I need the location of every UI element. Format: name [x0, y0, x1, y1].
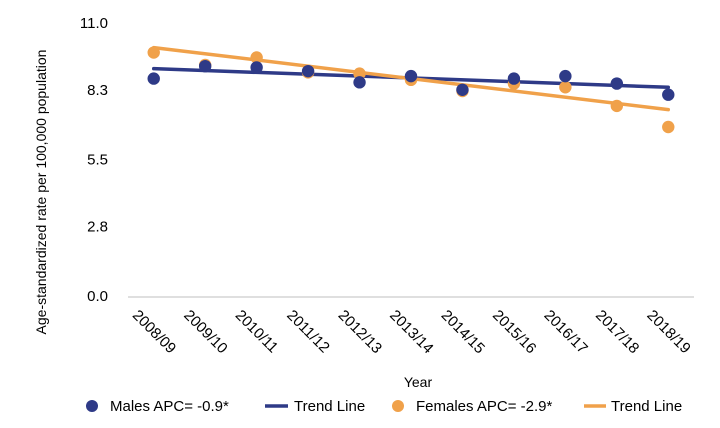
x-tick-label: 2016/17	[541, 307, 591, 357]
x-tick-label: 2014/15	[438, 307, 488, 357]
females-point	[353, 67, 366, 80]
y-axis-title: Age-standardized rate per 100,000 popula…	[33, 50, 49, 335]
females-point	[250, 51, 263, 64]
y-tick-label: 2.8	[87, 218, 108, 235]
legend-males-marker	[86, 400, 98, 412]
males-point	[147, 72, 160, 85]
males-point	[456, 83, 469, 96]
y-tick-label: 11.0	[80, 15, 108, 32]
legend: Males APC= -0.9* Trend Line Females APC= -…	[86, 398, 682, 415]
males-point	[353, 76, 366, 89]
data-points	[147, 46, 675, 134]
y-tick-label: 8.3	[87, 82, 108, 99]
x-tick-label: 2017/18	[592, 307, 642, 357]
x-tick-label: 2012/13	[335, 307, 385, 357]
males-point	[198, 59, 212, 73]
y-tick-label: 0.0	[87, 288, 108, 305]
males-point	[250, 61, 263, 74]
x-tick-label: 2018/19	[643, 307, 693, 357]
males-point	[507, 72, 521, 85]
x-tick-label: 2013/14	[386, 307, 436, 357]
x-tick-label: 2008/09	[129, 307, 179, 357]
females-point	[559, 81, 572, 94]
legend-males-trend-label: Trend Line	[294, 398, 365, 415]
legend-females-marker	[392, 400, 404, 412]
females-point	[662, 120, 675, 134]
legend-females-label: Females APC= -2.9*	[416, 398, 552, 415]
males-point	[662, 88, 675, 101]
males-point	[301, 64, 315, 78]
females-point	[147, 46, 160, 59]
x-axis-title: Year	[404, 374, 433, 390]
males-point	[610, 77, 624, 90]
x-tick-label: 2009/10	[180, 307, 230, 357]
x-tick-label: 2015/16	[489, 307, 539, 357]
y-axis-ticks: 0.0 2.8 5.5 8.3 11.0	[80, 15, 108, 305]
x-axis-ticks: 2008/09 2009/10 2010/11 2011/12 2012/13 2013/…	[129, 307, 694, 357]
males-point	[559, 69, 572, 83]
legend-females-trend-label: Trend Line	[611, 398, 682, 415]
females-point	[610, 99, 624, 113]
males-point	[404, 69, 418, 83]
x-tick-label: 2011/12	[283, 307, 333, 357]
legend-males-label: Males APC= -0.9*	[110, 398, 229, 415]
x-tick-label: 2010/11	[232, 307, 282, 357]
y-tick-label: 5.5	[87, 151, 108, 168]
